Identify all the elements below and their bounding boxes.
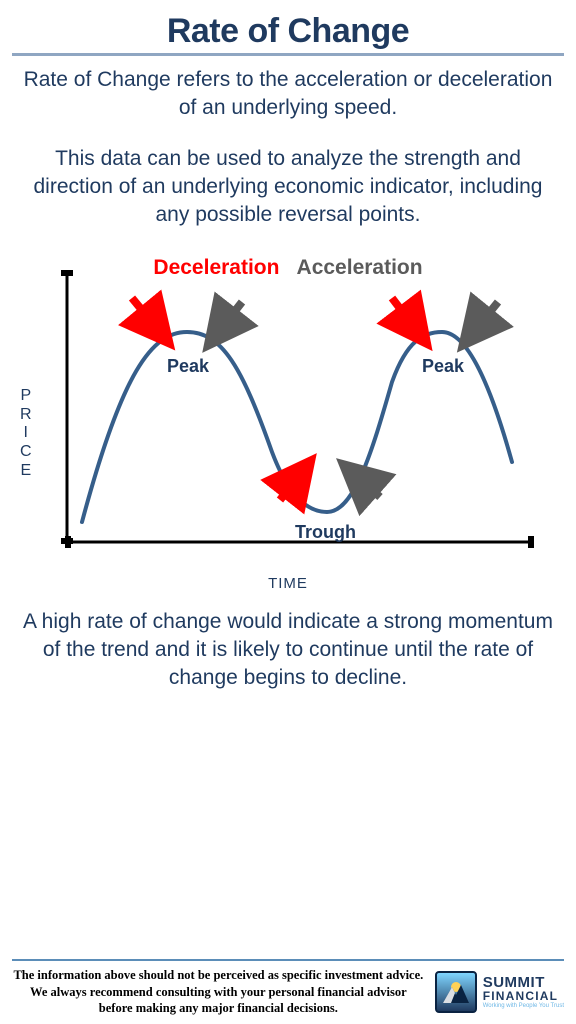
rate-of-change-chart: Deceleration Acceleration PRICE TIME Pea… bbox=[12, 252, 564, 592]
brand-tagline: Working with People You Trust bbox=[483, 1003, 564, 1009]
legend-deceleration: Deceleration bbox=[153, 256, 279, 279]
conclusion-paragraph: A high rate of change would indicate a s… bbox=[18, 608, 558, 693]
chart-svg bbox=[12, 252, 564, 572]
peak-label: Peak bbox=[422, 356, 464, 377]
brand-line1: SUMMIT bbox=[483, 975, 564, 990]
y-axis-label: PRICE bbox=[20, 340, 32, 528]
peak-label: Peak bbox=[167, 356, 209, 377]
legend-acceleration: Acceleration bbox=[297, 256, 423, 279]
intro-paragraph-1: Rate of Change refers to the acceleratio… bbox=[18, 66, 558, 123]
chart-legend: Deceleration Acceleration bbox=[12, 256, 564, 280]
brand-logo: SUMMIT FINANCIAL Working with People You… bbox=[435, 971, 564, 1013]
footer: The information above should not be perc… bbox=[12, 959, 564, 1016]
page-title: Rate of Change bbox=[12, 12, 564, 51]
brand-line2: FINANCIAL bbox=[483, 990, 564, 1002]
trough-label: Trough bbox=[295, 522, 356, 543]
disclaimer-text: The information above should not be perc… bbox=[12, 967, 425, 1016]
title-container: Rate of Change bbox=[12, 12, 564, 56]
brand-text: SUMMIT FINANCIAL Working with People You… bbox=[483, 975, 564, 1009]
mountain-icon bbox=[435, 971, 477, 1013]
x-axis-label: TIME bbox=[12, 575, 564, 592]
intro-paragraph-2: This data can be used to analyze the str… bbox=[18, 145, 558, 230]
